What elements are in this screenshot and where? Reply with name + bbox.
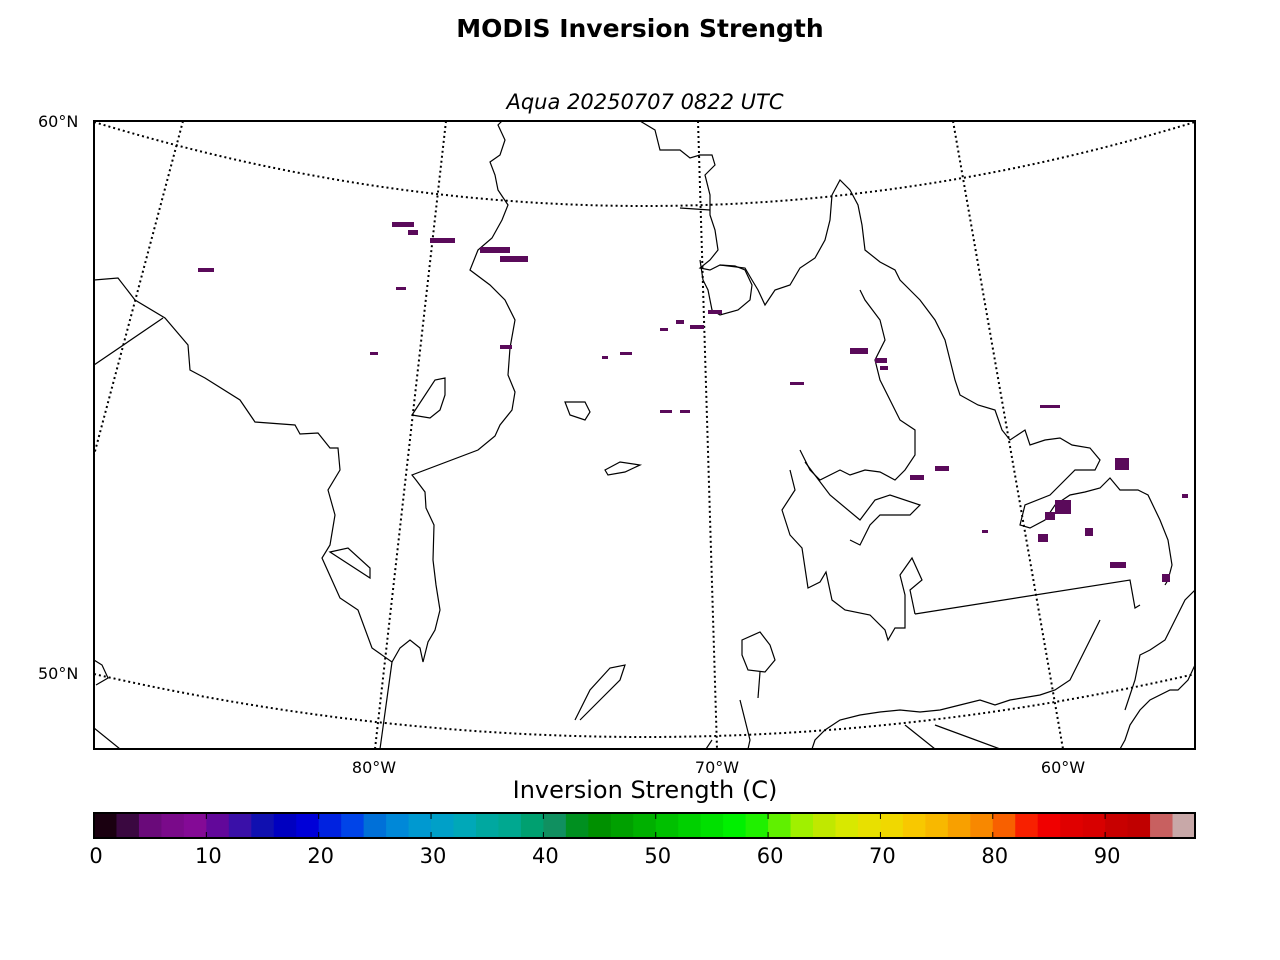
colorbar-swatch [520, 813, 544, 838]
colorbar-swatch [1037, 813, 1061, 838]
colorbar-swatch [633, 813, 657, 838]
colorbar-swatches [94, 813, 1196, 838]
colorbar-swatch [678, 813, 702, 838]
meridian-60w [952, 121, 1064, 749]
colorbar-swatch [1015, 813, 1039, 838]
colorbar-swatch [813, 813, 837, 838]
colorbar-tick-label: 30 [419, 844, 447, 868]
figure-title: MODIS Inversion Strength [456, 14, 824, 43]
colorbar-swatch [1060, 813, 1084, 838]
colorbar-swatch [341, 813, 365, 838]
colorbar-swatch [543, 813, 567, 838]
colorbar-frame [93, 812, 1196, 839]
colorbar-swatch [1127, 813, 1151, 838]
parallel-50n [94, 673, 1195, 738]
colorbar-tick-label: 10 [194, 844, 222, 868]
colorbar-swatch [453, 813, 477, 838]
colorbar-swatch [94, 813, 118, 838]
colorbar-swatch [588, 813, 612, 838]
colorbar-swatch [251, 813, 275, 838]
colorbar-swatch [228, 813, 252, 838]
colorbar-swatch [1172, 813, 1196, 838]
lat-label-60n: 60°N [38, 112, 79, 131]
lat-label-50n: 50°N [38, 664, 79, 683]
colorbar-tick-label: 40 [532, 844, 559, 868]
colorbar-swatch [947, 813, 971, 838]
colorbar-tick-label: 50 [644, 844, 672, 868]
colorbar-swatch [700, 813, 724, 838]
colorbar-swatch [296, 813, 320, 838]
colorbar-swatch [992, 813, 1016, 838]
colorbar-swatch [273, 813, 297, 838]
colorbar-swatch [318, 813, 342, 838]
lon-label-60w: 60°W [1040, 758, 1086, 777]
colorbar-swatch [138, 813, 163, 838]
colorbar-title: Inversion Strength (C) [512, 776, 778, 804]
map-frame [93, 120, 1196, 750]
colorbar-swatch [363, 813, 387, 838]
colorbar-swatch [386, 813, 410, 838]
colorbar-swatch [1150, 813, 1174, 838]
colorbar-swatch [723, 813, 747, 838]
colorbar-swatch [431, 813, 455, 838]
colorbar-swatch [857, 813, 882, 838]
colorbar-tick-label: 90 [1093, 844, 1121, 868]
lon-label-70w: 70°W [694, 758, 740, 777]
colorbar-swatch [745, 813, 769, 838]
colorbar-tick-label: 80 [981, 844, 1009, 868]
parallel-60n [94, 121, 1195, 207]
colorbar-tick-label: 20 [307, 844, 335, 868]
colorbar-swatch [408, 813, 432, 838]
lon-label-80w: 80°W [351, 758, 397, 777]
retrieved-pixels [198, 222, 1188, 582]
colorbar-swatch [768, 813, 792, 838]
colorbar-tick-label: 70 [869, 844, 896, 868]
colorbar-swatch [1082, 813, 1106, 838]
colorbar-swatch [161, 813, 185, 838]
map-content [94, 121, 1195, 749]
colorbar-tick-label: 0 [89, 844, 103, 868]
colorbar-swatch [835, 813, 859, 838]
colorbar-swatch [655, 813, 679, 838]
colorbar-swatch [498, 813, 522, 838]
coastlines [94, 121, 1195, 749]
colorbar-swatch [475, 813, 500, 838]
colorbar-swatch [206, 813, 230, 838]
colorbar-swatch [790, 813, 814, 838]
meridian-80w [374, 121, 447, 749]
colorbar-swatch [1105, 813, 1129, 838]
figure-subtitle: Aqua 20250707 0822 UTC [506, 90, 784, 114]
meridian-90w [94, 121, 184, 456]
colorbar-tick-label: 60 [756, 844, 784, 868]
colorbar-swatch [116, 813, 140, 838]
colorbar-swatch [902, 813, 926, 838]
colorbar-swatch [565, 813, 589, 838]
colorbar-swatch [970, 813, 994, 838]
meridian-70w [697, 121, 718, 749]
colorbar-swatch [610, 813, 634, 838]
colorbar-swatch [183, 813, 207, 838]
colorbar-swatch [925, 813, 949, 838]
colorbar-swatch [880, 813, 904, 838]
